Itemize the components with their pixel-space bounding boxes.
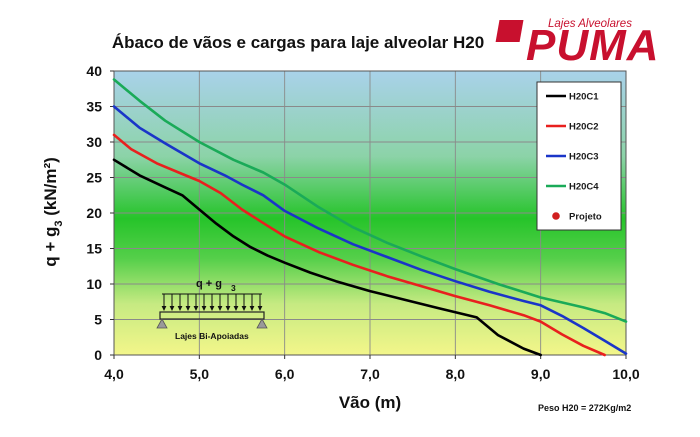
beam-diagram: q + g 3 Lajes Bi-Apoiadas [156,278,268,341]
x-tick-label: 9,0 [531,366,551,382]
load-arrow-head [209,306,215,311]
x-tick-label: 7,0 [360,366,380,382]
load-arrow-head [193,306,199,311]
load-arrow-head [233,306,239,311]
legend-label-projeto: Projeto [569,212,602,223]
series-line-h20c2 [112,133,607,357]
y-tick-label: 0 [94,347,102,363]
inset-support-label: Lajes Bi-Apoiadas [175,331,249,341]
load-arrow-head [201,306,207,311]
x-axis-label: Vão (m) [339,393,401,412]
load-arrow-head [161,306,167,311]
x-tick-label: 4,0 [104,366,124,382]
inset-load-label: q + g [196,278,222,290]
y-axis-label: q + g3 (kN/m²) [41,157,65,267]
y-tick-label: 10 [86,276,102,292]
load-arrow-head [169,306,175,311]
load-arrow-head [249,306,255,311]
y-tick-label: 25 [86,170,102,186]
chart-title: Ábaco de vãos e cargas para laje alveola… [112,33,484,52]
load-arrow-head [257,306,263,311]
series-line-h20c1 [112,158,543,357]
x-tick-label: 8,0 [446,366,466,382]
y-tick-label: 30 [86,134,102,150]
load-arrow-head [241,306,247,311]
legend: H20C1 H20C2 H20C3 H20C4 Projeto [536,81,622,231]
logo-brand: PUMA [526,21,660,70]
load-arrows [161,293,263,311]
legend-label-h20c1: H20C1 [569,92,599,103]
inset-load-sub: 3 [231,283,236,293]
x-tick-label: 10,0 [612,366,639,382]
y-tick-label: 40 [86,63,102,79]
load-arrow-head [185,306,191,311]
load-arrow-head [217,306,223,311]
y-tick-label: 5 [94,312,102,328]
legend-label-h20c4: H20C4 [569,182,599,193]
y-tick-label: 20 [86,205,102,221]
puma-logo: Lajes Alveolares PUMA [495,18,660,70]
right-support [256,318,268,329]
slab-beam [159,311,265,320]
y-axis-label-sub: 3 [53,221,65,227]
series-line-h20c4 [112,78,628,323]
weight-footnote: Peso H20 = 272Kg/m2 [538,403,631,413]
axes: 4,0 5,0 6,0 7,0 8,0 9,0 10,0 0 5 10 15 20 25 30 35 40 [86,63,639,382]
load-arrow-head [225,306,231,311]
legend-label-h20c3: H20C3 [569,152,599,163]
logo-tagline: Lajes Alveolares [548,18,632,30]
legend-swatch-projeto [552,212,560,220]
series-line-h20c3 [112,105,628,355]
x-tick-label: 5,0 [190,366,210,382]
y-tick-label: 35 [86,99,102,115]
series-layer [112,78,628,357]
legend-label-h20c2: H20C2 [569,122,599,133]
y-tick-label: 15 [86,241,102,257]
x-tick-label: 6,0 [275,366,295,382]
left-support [156,318,168,329]
load-arrow-head [177,306,183,311]
